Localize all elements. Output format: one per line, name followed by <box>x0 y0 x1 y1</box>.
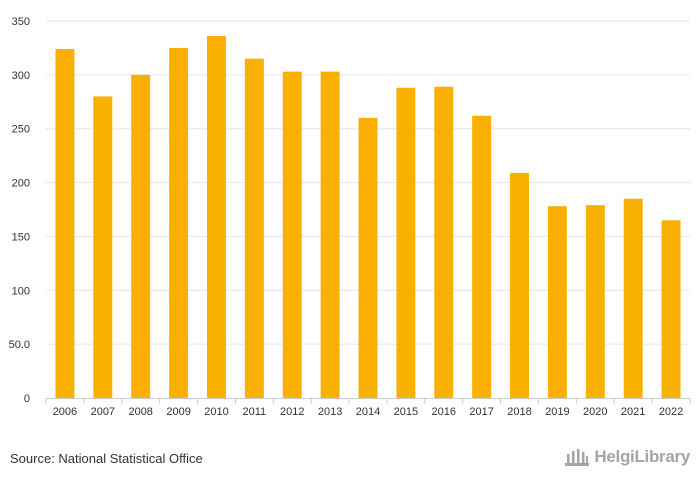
y-tick-label: 50.0 <box>9 339 30 351</box>
x-tick-label: 2015 <box>394 406 418 418</box>
bar <box>661 220 681 398</box>
x-axis-ticks <box>45 398 691 404</box>
y-tick-label: 300 <box>12 70 30 82</box>
bar <box>547 206 567 398</box>
x-tick-label: 2018 <box>507 406 531 418</box>
bar <box>320 71 340 398</box>
bar <box>282 71 302 398</box>
y-tick-label: 150 <box>12 231 30 243</box>
helgilibrary-logo[interactable]: HelgiLibrary <box>564 446 690 468</box>
bar <box>131 74 151 398</box>
bar <box>93 96 113 399</box>
source-note: Source: National Statistical Office <box>10 451 203 466</box>
x-tick-label: 2014 <box>356 406 380 418</box>
bar <box>585 205 605 398</box>
bar <box>510 172 529 398</box>
x-tick-label: 2021 <box>621 406 645 418</box>
y-tick-label: 0 <box>24 393 30 405</box>
x-tick-label: 2019 <box>545 406 569 418</box>
logo-text: HelgiLibrary <box>594 447 690 466</box>
x-tick-label: 2009 <box>166 406 190 418</box>
x-tick-label: 2007 <box>91 406 115 418</box>
y-axis-tick-labels: 0 50.0 100 150 200 250 300 350 <box>9 16 30 405</box>
bar <box>472 115 492 398</box>
y-tick-label: 350 <box>12 16 30 28</box>
bar <box>623 198 643 398</box>
y-tick-label: 100 <box>12 285 30 297</box>
bar <box>358 117 378 398</box>
bar <box>244 58 264 398</box>
x-tick-label: 2020 <box>583 406 607 418</box>
x-tick-label: 2017 <box>469 406 493 418</box>
x-tick-label: 2022 <box>659 406 683 418</box>
bar <box>207 36 226 398</box>
x-tick-label: 2010 <box>204 406 228 418</box>
bars <box>55 36 681 399</box>
x-tick-label: 2011 <box>243 406 267 418</box>
x-axis-tick-labels: 2006 2007 2008 2009 2010 2011 2012 2013 2014 2015… <box>53 406 684 418</box>
bar <box>55 49 75 399</box>
x-tick-label: 2008 <box>128 406 152 418</box>
x-tick-label: 2013 <box>318 406 342 418</box>
x-tick-label: 2016 <box>432 406 456 418</box>
bar <box>396 87 416 398</box>
y-tick-label: 200 <box>12 178 30 190</box>
x-tick-label: 2012 <box>280 406 304 418</box>
bar <box>169 47 189 399</box>
y-tick-label: 250 <box>12 124 30 136</box>
bar-chart: 0 50.0 100 150 200 250 300 350 2006 2007 2008 2009… <box>9 16 691 418</box>
footer: Source: National Statistical Office Helg… <box>0 440 700 483</box>
bar <box>434 86 454 398</box>
x-tick-label: 2006 <box>53 406 77 418</box>
building-columns-icon <box>565 449 590 466</box>
